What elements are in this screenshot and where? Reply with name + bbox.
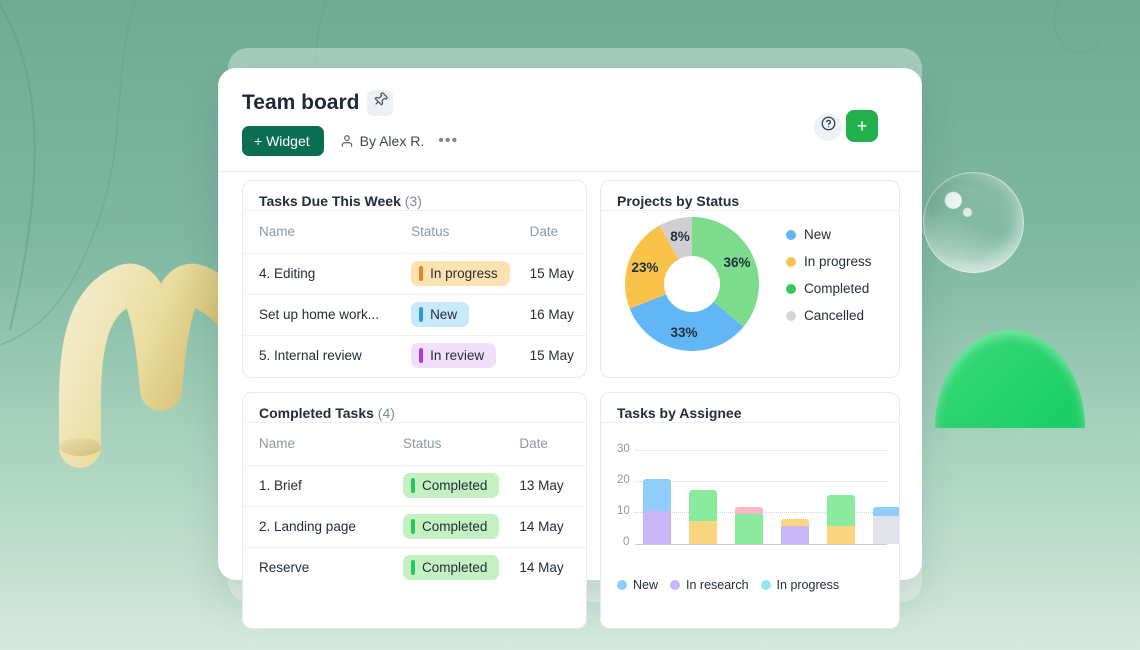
svg-text:8%: 8% bbox=[670, 229, 690, 244]
svg-text:33%: 33% bbox=[670, 325, 697, 340]
svg-text:23%: 23% bbox=[631, 260, 658, 275]
svg-text:36%: 36% bbox=[723, 255, 750, 270]
